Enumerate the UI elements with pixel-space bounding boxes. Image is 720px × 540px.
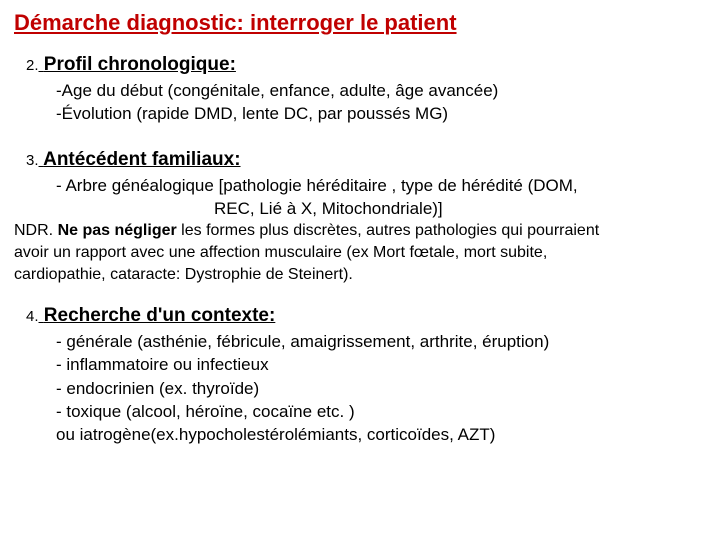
section-4-title: Recherche d'un contexte: — [44, 305, 276, 326]
section-4-line-3: - endocrinien (ex. thyroïde) — [56, 378, 706, 399]
ndr-bold: Ne pas négliger — [58, 222, 177, 239]
section-3-number: 3. — [26, 152, 39, 169]
section-2-number: 2. — [26, 57, 39, 74]
section-3-heading: 3. Antécédent familiaux: — [26, 149, 706, 171]
section-4-line-1: - générale (asthénie, fébricule, amaigri… — [56, 331, 706, 352]
section-4-line-2: - inflammatoire ou infectieux — [56, 354, 706, 375]
section-4-number: 4. — [26, 308, 39, 325]
page-title: Démarche diagnostic: interroger le patie… — [14, 10, 706, 36]
section-4-line-5: ou iatrogène(ex.hypocholestérolémiants, … — [56, 424, 706, 445]
section-2-line-1: -Age du début (congénitale, enfance, adu… — [56, 80, 706, 101]
ndr-line-2: avoir un rapport avec une affection musc… — [14, 243, 706, 263]
section-2-line-2: -Évolution (rapide DMD, lente DC, par po… — [56, 103, 706, 124]
section-3-line-2: REC, Lié à X, Mitochondriale)] — [214, 198, 706, 219]
ndr-line-1: NDR. Ne pas négliger les formes plus dis… — [14, 221, 706, 241]
ndr-rest-1: les formes plus discrètes, autres pathol… — [177, 222, 599, 239]
section-3-line-1: - Arbre généalogique [pathologie hérédit… — [56, 175, 706, 196]
section-2-title: Profil chronologique: — [44, 54, 236, 75]
section-3-title: Antécédent familiaux: — [43, 149, 240, 170]
section-2-heading: 2. Profil chronologique: — [26, 54, 706, 76]
ndr-line-3: cardiopathie, cataracte: Dystrophie de S… — [14, 265, 706, 285]
section-4-line-4: - toxique (alcool, héroïne, cocaïne etc.… — [56, 401, 706, 422]
section-4-heading: 4. Recherche d'un contexte: — [26, 305, 706, 327]
ndr-prefix: NDR. — [14, 222, 58, 239]
